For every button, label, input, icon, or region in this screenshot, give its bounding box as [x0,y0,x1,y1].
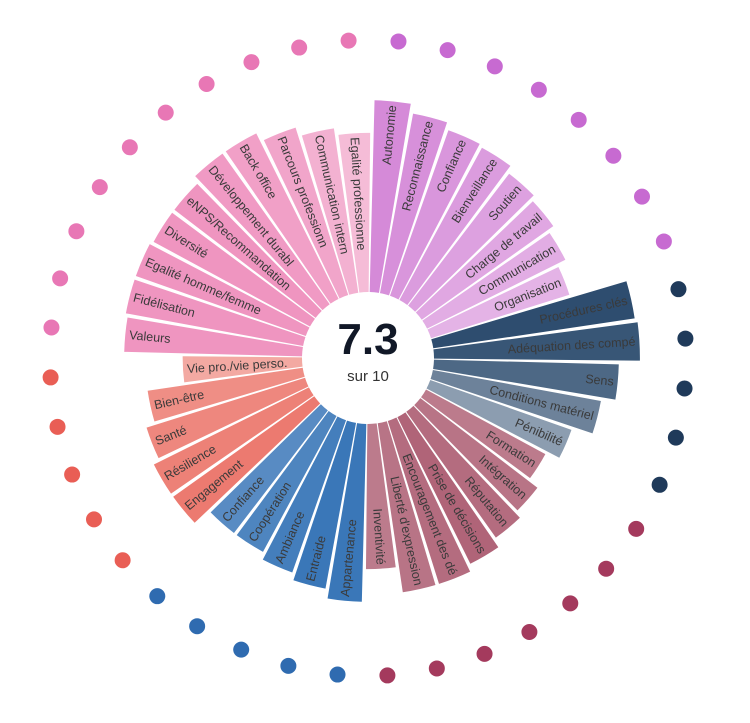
category-dot [189,618,206,635]
category-dot [439,42,456,59]
category-dot [570,111,587,128]
bar-40 [338,132,371,293]
category-dot [598,560,615,577]
category-label: Sens [585,372,615,389]
bar-18 [387,417,471,584]
category-dot [379,667,396,684]
category-dot [521,623,538,640]
bar-23 [262,416,347,573]
category-label: Autonomie [380,105,400,166]
category-dot [52,270,69,287]
category-dot [68,223,85,240]
category-dot [605,147,622,164]
bar-22 [293,420,357,589]
category-dot [633,188,650,205]
category-dot [64,466,81,483]
category-dot [476,645,493,662]
category-dot [651,476,668,493]
category-dot [149,588,166,605]
category-dot [530,81,547,98]
bar-27 [153,387,314,494]
category-dot [628,520,645,537]
bar-10 [433,322,640,361]
bar-17 [397,412,499,564]
category-dot [655,233,672,250]
bar-1 [369,100,411,293]
bar-34 [153,212,315,327]
bar-12 [430,369,601,434]
category-dot [670,281,687,298]
category-dot [329,666,346,683]
category-dot [280,657,297,674]
bar-25 [210,404,328,534]
bar-13 [426,379,572,458]
category-dot [667,429,684,446]
category-dot [340,32,357,49]
category-dot [676,380,693,397]
bar-19 [377,421,436,593]
bar-38 [263,127,349,299]
category-dot [428,660,445,677]
center-disc [304,294,432,422]
bar-9 [431,281,635,349]
bar-15 [414,398,538,511]
bar-28 [146,377,309,459]
bar-6 [415,201,554,320]
category-label: Inventivité [370,508,387,565]
category-label: Egalité professionne [348,137,369,251]
bar-7 [422,232,566,329]
bar-24 [236,411,337,552]
bar-16 [406,405,520,538]
category-dot [233,641,250,658]
category-dot [243,54,260,71]
category-dot [291,39,308,56]
bar-39 [301,128,359,295]
bar-5 [408,173,534,312]
bar-30 [182,356,303,383]
category-dot [486,58,503,75]
bar-2 [379,113,448,296]
bar-35 [174,183,322,318]
bar-3 [389,130,480,300]
bar-11 [433,359,619,400]
bar-4 [399,147,511,305]
bar-36 [195,153,330,311]
category-dot [114,552,131,569]
category-dot [49,418,66,435]
bar-37 [225,133,339,304]
category-dot [43,319,60,336]
category-dot [677,330,694,347]
category-dot [157,104,174,121]
category-dot [42,369,59,386]
score-scale-label: sur 10 [347,368,389,385]
category-label: Vie pro./vie perso. [187,356,288,376]
category-dot [390,33,407,50]
category-dot [121,139,138,156]
category-dot [91,179,108,196]
bar-26 [173,396,321,523]
bar-33 [135,244,310,337]
bar-32 [125,279,306,347]
bar-8 [427,266,570,339]
bar-14 [421,389,546,479]
bar-31 [124,317,303,357]
category-dot [198,76,215,93]
category-dot [562,595,579,612]
bar-20 [365,423,396,570]
bar-29 [147,367,305,422]
bar-21 [327,423,367,602]
overall-score: 7.3 [337,315,399,364]
category-label: Valeurs [129,328,172,346]
category-dot [86,511,103,528]
